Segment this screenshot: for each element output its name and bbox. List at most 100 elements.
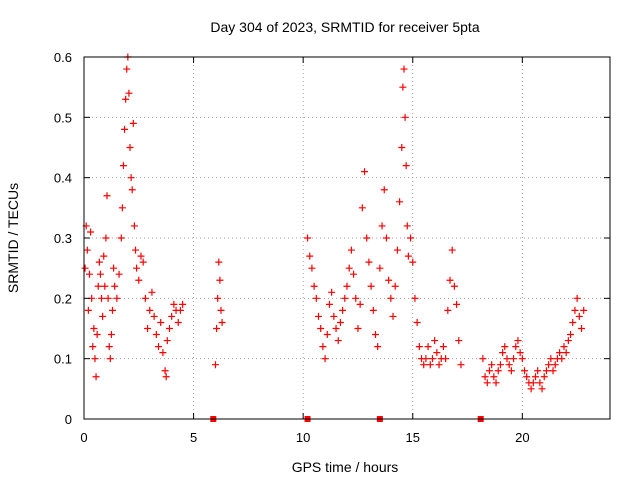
data-point [350, 270, 358, 278]
x-tick-labels: 0 5 10 15 20 [80, 430, 529, 445]
data-point [91, 355, 99, 363]
data-point [534, 367, 542, 375]
data-point [391, 282, 399, 290]
data-point [448, 246, 456, 254]
data-point [435, 361, 443, 369]
data-point [365, 258, 373, 266]
data-point [400, 65, 408, 73]
data-point [106, 355, 114, 363]
data-point [129, 119, 137, 127]
data-point [101, 282, 109, 290]
data-point [122, 95, 130, 103]
data-point [492, 379, 500, 387]
data-point [125, 89, 133, 97]
data-point [308, 264, 316, 272]
y-tick-label: 0.5 [54, 110, 72, 125]
y-tick-label: 0.2 [54, 291, 72, 306]
data-point [571, 306, 579, 314]
x-tick-label: 10 [296, 430, 310, 445]
data-point [569, 318, 577, 326]
data-point [179, 300, 187, 308]
data-point [347, 246, 355, 254]
data-point [216, 276, 224, 284]
x-tick-label: 15 [406, 430, 420, 445]
data-point [371, 331, 379, 339]
data-point [398, 144, 406, 151]
x-tick-label: 0 [80, 430, 87, 445]
data-point [514, 337, 522, 345]
data-point [580, 306, 588, 314]
data-point [510, 355, 518, 363]
data-point [133, 264, 141, 272]
data-point [107, 331, 115, 339]
data-point [104, 294, 112, 302]
data-point [103, 192, 111, 200]
data-point [94, 282, 102, 290]
data-point [306, 252, 314, 260]
data-point [341, 294, 349, 302]
data-point [137, 252, 145, 260]
data-point [518, 355, 526, 363]
data-point [542, 367, 550, 375]
data-point [358, 204, 366, 212]
data-point [332, 325, 340, 332]
data-point [431, 337, 439, 345]
data-point [356, 300, 364, 308]
data-point [90, 325, 98, 332]
data-point [560, 343, 568, 351]
y-tick-label: 0.3 [54, 231, 72, 246]
data-point [144, 325, 152, 332]
data-point [453, 300, 461, 308]
data-point [95, 258, 103, 266]
data-point [385, 276, 393, 284]
data-point [128, 186, 136, 194]
data-point [319, 343, 327, 351]
data-point [99, 312, 107, 320]
data-point [132, 246, 140, 254]
data-point [424, 343, 432, 351]
y-tick-labels: 0 0.1 0.2 0.3 0.4 0.5 0.6 [54, 50, 72, 427]
data-point [536, 379, 544, 387]
data-point [354, 325, 362, 332]
data-point [81, 264, 89, 272]
data-point [367, 282, 375, 290]
data-point [396, 198, 404, 206]
data-point [556, 349, 564, 357]
data-point [111, 282, 119, 290]
data-point [165, 325, 173, 332]
data-point [92, 373, 100, 381]
data-point [374, 343, 382, 351]
data-point [402, 162, 410, 170]
data-point [575, 312, 583, 320]
data-point [121, 125, 129, 133]
data-point [113, 294, 121, 302]
data-point [404, 252, 412, 260]
data-point [312, 294, 320, 302]
data-point [369, 306, 377, 314]
data-point [496, 361, 504, 369]
data-point [393, 246, 401, 254]
data-point [457, 361, 465, 369]
data-point [363, 234, 371, 242]
data-point [100, 252, 108, 260]
data-point [96, 270, 104, 278]
data-point [490, 373, 498, 381]
data-point [110, 264, 118, 272]
data-point [578, 325, 586, 332]
data-point [503, 355, 511, 363]
data-point [361, 168, 369, 176]
data-point [105, 343, 113, 351]
data-point [159, 349, 167, 357]
data-point [382, 234, 390, 242]
data-point [573, 294, 581, 302]
data-point [512, 343, 520, 351]
data-point [433, 349, 441, 357]
data-point [558, 355, 566, 363]
data-point [483, 379, 491, 387]
data-point [127, 174, 135, 182]
data-point [168, 312, 176, 320]
data-point [213, 325, 221, 332]
x-tick-label: 5 [190, 430, 197, 445]
data-point [428, 355, 436, 363]
